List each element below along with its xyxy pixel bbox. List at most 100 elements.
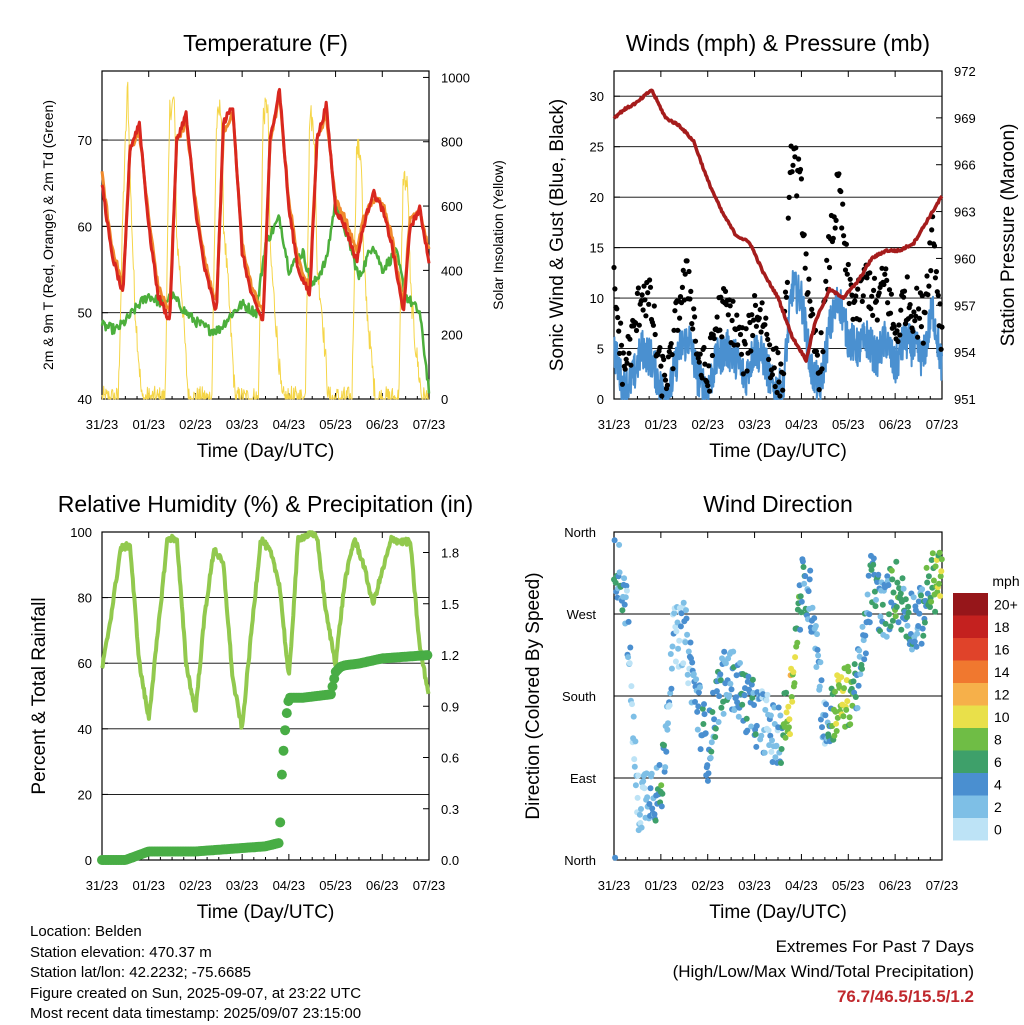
gust-point <box>908 313 914 319</box>
chart-title: Winds (mph) & Pressure (mb) <box>626 30 930 56</box>
gust-point <box>767 342 773 348</box>
x-axis-label: Time (Day/UTC) <box>709 441 847 462</box>
gust-point <box>740 371 746 377</box>
gust-point <box>771 365 777 371</box>
direction-point <box>860 637 867 644</box>
y-tick-label: North <box>564 853 596 868</box>
colorbar-swatch <box>953 683 988 706</box>
direction-point <box>667 690 674 697</box>
direction-point <box>773 742 780 749</box>
gust-point <box>752 293 758 299</box>
direction-point <box>862 632 869 639</box>
colorbar-swatch <box>953 615 988 638</box>
x-tick-label: 04/23 <box>273 417 306 432</box>
x-tick-label: 07/23 <box>413 878 446 893</box>
x-tick-label: 01/23 <box>645 878 678 893</box>
gust-point <box>706 363 712 369</box>
direction-point <box>802 573 809 580</box>
gust-point <box>714 314 720 320</box>
y-tick-label: 20 <box>590 190 604 205</box>
direction-point <box>768 748 775 755</box>
gust-point <box>824 257 830 263</box>
direction-point <box>711 716 718 723</box>
gust-point <box>935 292 941 298</box>
colorbar-label: 16 <box>994 641 1010 657</box>
y-tick-label: 0 <box>597 392 604 407</box>
x-tick-label: 03/23 <box>226 878 259 893</box>
direction-point <box>844 663 851 670</box>
direction-point <box>857 671 864 678</box>
gust-point <box>896 322 902 328</box>
direction-point <box>813 664 820 670</box>
direction-point <box>668 685 675 692</box>
direction-point <box>854 705 861 711</box>
colorbar-label: 20+ <box>994 596 1018 612</box>
y2-tick-label: 966 <box>954 158 976 173</box>
direction-point <box>883 633 890 640</box>
gust-point <box>853 293 859 299</box>
direction-point <box>616 569 623 576</box>
gust-point <box>885 300 891 306</box>
y2-tick-label: 400 <box>441 263 463 278</box>
gust-point <box>677 294 684 300</box>
direction-point <box>843 677 850 684</box>
gust-point <box>870 312 876 318</box>
direction-point <box>862 650 869 657</box>
direction-point <box>632 738 639 745</box>
x-tick-label: 03/23 <box>738 417 771 432</box>
colorbar-label: 18 <box>994 619 1010 635</box>
gust-point <box>620 350 627 356</box>
direction-point <box>807 567 814 574</box>
direction-point <box>760 691 766 698</box>
y-tick-label: 40 <box>78 722 92 737</box>
gust-point <box>793 145 799 151</box>
gust-point <box>657 345 663 351</box>
gust-point <box>679 284 686 290</box>
direction-point <box>709 709 716 715</box>
y2-axis-label: Solar Insolation (Yellow) <box>490 160 506 310</box>
gust-point <box>801 232 807 238</box>
direction-point <box>623 582 630 589</box>
direction-point <box>692 698 698 705</box>
direction-point <box>789 698 796 705</box>
precip-point <box>281 708 292 719</box>
direction-point <box>833 720 840 727</box>
gust-point <box>816 387 822 393</box>
gust-point <box>842 267 849 273</box>
gust-point <box>898 307 904 313</box>
x-tick-label: 01/23 <box>645 417 678 432</box>
y2-tick-label: 0 <box>441 392 448 407</box>
temp2m-series <box>100 87 431 322</box>
direction-point <box>777 712 784 719</box>
gust-point <box>926 283 932 289</box>
x-tick-label: 04/23 <box>785 417 818 432</box>
direction-point <box>904 622 911 629</box>
direction-point <box>895 619 902 626</box>
direction-point <box>727 680 734 687</box>
direction-point <box>676 637 683 644</box>
gust-point <box>932 275 939 281</box>
gust-point <box>918 324 925 330</box>
y-tick-label: 100 <box>70 525 92 540</box>
gust-point <box>810 311 816 317</box>
gust-point <box>730 298 736 304</box>
direction-point <box>927 604 933 610</box>
x-tick-label: 31/23 <box>598 878 631 893</box>
direction-point <box>758 732 765 739</box>
direction-point <box>694 726 701 733</box>
direction-point <box>668 665 675 672</box>
direction-point <box>805 588 812 595</box>
chart-title: Wind Direction <box>703 491 853 517</box>
extremes-values: 76.7/46.5/15.5/1.2 <box>836 987 974 1006</box>
colorbar-label: 12 <box>994 686 1010 702</box>
direction-point <box>700 721 707 727</box>
y-axis-label: 2m & 9m T (Red, Orange) & 2m Td (Green) <box>40 100 56 370</box>
gust-point <box>775 350 781 356</box>
direction-point <box>882 620 889 627</box>
extremes-title: Extremes For Past 7 Days <box>775 937 974 956</box>
direction-point <box>717 677 724 684</box>
gust-point <box>798 176 805 182</box>
gust-point <box>691 306 697 312</box>
y2-tick-label: 969 <box>954 111 976 126</box>
